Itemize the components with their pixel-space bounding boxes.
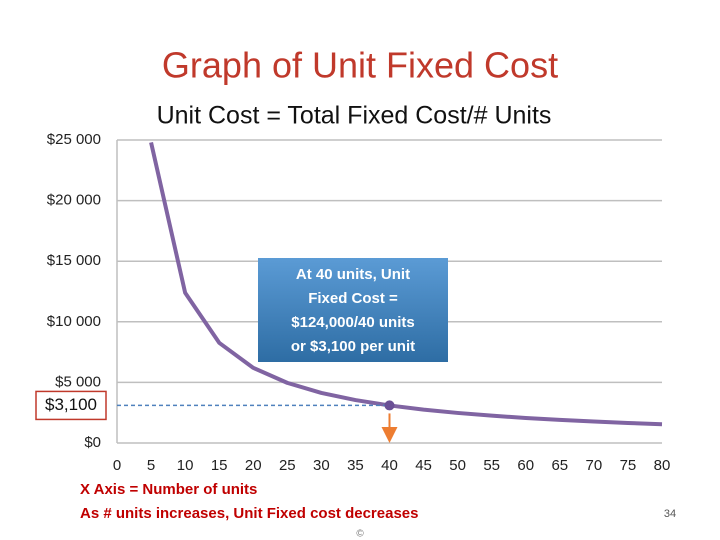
note: As # units increases, Unit Fixed cost de…: [80, 505, 418, 522]
y-tick-label: $25 000: [47, 131, 101, 148]
x-tick-label: 40: [381, 457, 398, 474]
x-tick-label: 60: [517, 457, 534, 474]
x-tick-label: 45: [415, 457, 432, 474]
footer: ©: [356, 529, 364, 540]
x-tick-label: 5: [147, 457, 155, 474]
note: X Axis = Number of units: [80, 481, 257, 498]
subtitle: Unit Cost = Total Fixed Cost/# Units: [157, 102, 552, 130]
line: [149, 141, 663, 427]
highlight-point: [384, 400, 395, 411]
y-tick-label: $5 000: [55, 373, 101, 390]
callout-text: Fixed Cost =: [308, 290, 398, 307]
page-number: 34: [664, 508, 676, 520]
y-tick-label: $20 000: [47, 192, 101, 209]
x-tick-label: 50: [449, 457, 466, 474]
x-tick-label: 35: [347, 457, 364, 474]
x-tick-label: 20: [245, 457, 262, 474]
callout-box: [258, 258, 448, 362]
y-tick-label: $15 000: [47, 252, 101, 269]
x-tick-label: 75: [620, 457, 637, 474]
title: Graph of Unit Fixed Cost: [162, 45, 558, 86]
x-tick-label: 10: [177, 457, 194, 474]
callout-text: or $3,100 per unit: [291, 338, 415, 355]
x-tick-label: 55: [483, 457, 500, 474]
x-tick-label: 70: [586, 457, 603, 474]
x-tick-label: 30: [313, 457, 330, 474]
x-tick-label: 15: [211, 457, 228, 474]
annotation-label: $3,100: [45, 395, 97, 414]
y-tick-label: $10 000: [47, 313, 101, 330]
x-tick-label: 80: [654, 457, 671, 474]
callout-text: At 40 units, Unit: [296, 266, 410, 283]
x-tick-label: 65: [551, 457, 568, 474]
y-tick-label: $0: [84, 434, 101, 451]
annotation-box: [35, 390, 107, 421]
callout-text: $124,000/40 units: [291, 314, 414, 331]
x-tick-label: 25: [279, 457, 296, 474]
x-tick-label: 0: [113, 457, 121, 474]
